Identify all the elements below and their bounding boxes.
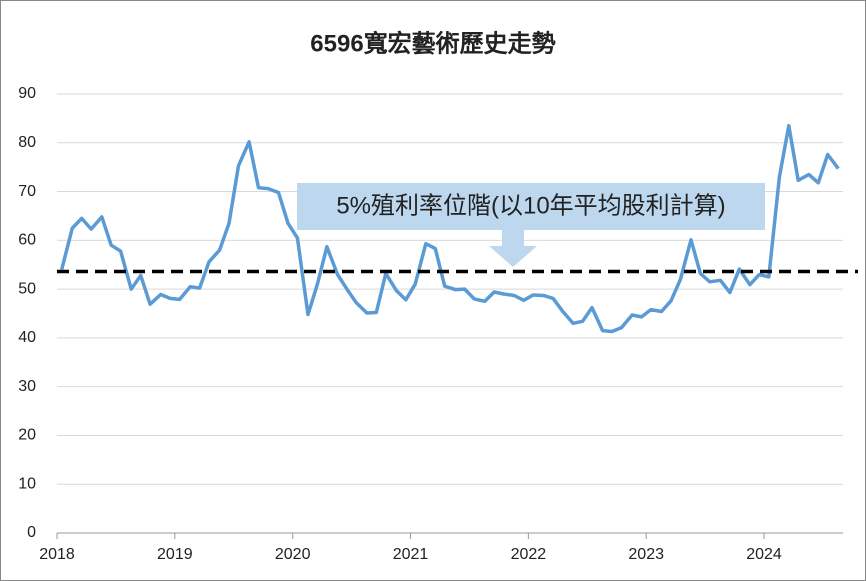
y-tick-label: 20 <box>18 427 36 444</box>
x-tick-label: 2021 <box>393 546 429 563</box>
annotation-box <box>297 183 765 230</box>
y-tick-label: 10 <box>18 475 36 492</box>
x-tick-label: 2023 <box>628 546 664 563</box>
x-tick-label: 2018 <box>39 546 75 563</box>
y-tick-label: 60 <box>18 232 36 249</box>
y-tick-label: 50 <box>18 280 36 297</box>
y-tick-label: 90 <box>18 85 36 102</box>
y-tick-label: 80 <box>18 134 36 151</box>
x-tick-label: 2020 <box>275 546 311 563</box>
y-tick-label: 40 <box>18 329 36 346</box>
x-tick-label: 2022 <box>511 546 547 563</box>
x-tick-label: 2019 <box>157 546 193 563</box>
y-tick-label: 30 <box>18 378 36 395</box>
chart-title: 6596寬宏藝術歷史走勢 <box>310 29 555 57</box>
annotation: 5%殖利率位階(以10年平均股利計算) <box>336 192 725 219</box>
y-tick-label: 70 <box>18 183 36 200</box>
y-tick-label: 0 <box>27 524 36 541</box>
data-line <box>60 123 840 334</box>
x-tick-label: 2024 <box>746 546 782 563</box>
annotation-arrow <box>489 230 537 267</box>
